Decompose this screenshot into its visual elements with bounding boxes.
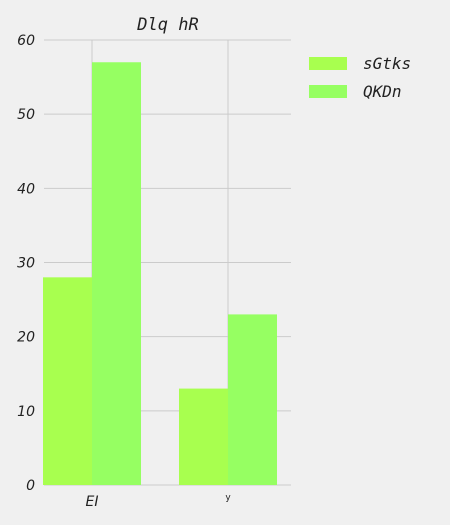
y-tick-label: 10 bbox=[17, 404, 35, 420]
legend-swatch-QKDn bbox=[309, 85, 347, 98]
x-tick-label: EI bbox=[86, 494, 99, 510]
legend-swatch-sGtks bbox=[309, 57, 347, 70]
legend-label: QKDn bbox=[363, 82, 402, 101]
y-tick-label: 60 bbox=[17, 33, 35, 49]
bar-QKDn-EI bbox=[92, 62, 141, 485]
y-tick-label: 0 bbox=[26, 478, 35, 494]
x-axis-ticks: EI y bbox=[86, 493, 232, 510]
legend: sGtks QKDn bbox=[309, 54, 411, 101]
y-tick-label: 20 bbox=[17, 330, 35, 346]
legend-label: sGtks bbox=[363, 54, 411, 73]
y-tick-label: 30 bbox=[17, 256, 35, 272]
bar-QKDn-y bbox=[228, 314, 277, 485]
bars bbox=[43, 62, 277, 485]
chart-title: Dlq hR bbox=[136, 15, 198, 35]
x-tick-label: y bbox=[225, 493, 231, 503]
bar-sGtks-y bbox=[179, 388, 228, 485]
y-axis-ticks: 0 10 20 30 40 50 60 bbox=[17, 33, 35, 494]
y-tick-label: 40 bbox=[17, 181, 35, 197]
y-tick-label: 50 bbox=[17, 107, 35, 123]
bar-sGtks-EI bbox=[43, 277, 92, 485]
